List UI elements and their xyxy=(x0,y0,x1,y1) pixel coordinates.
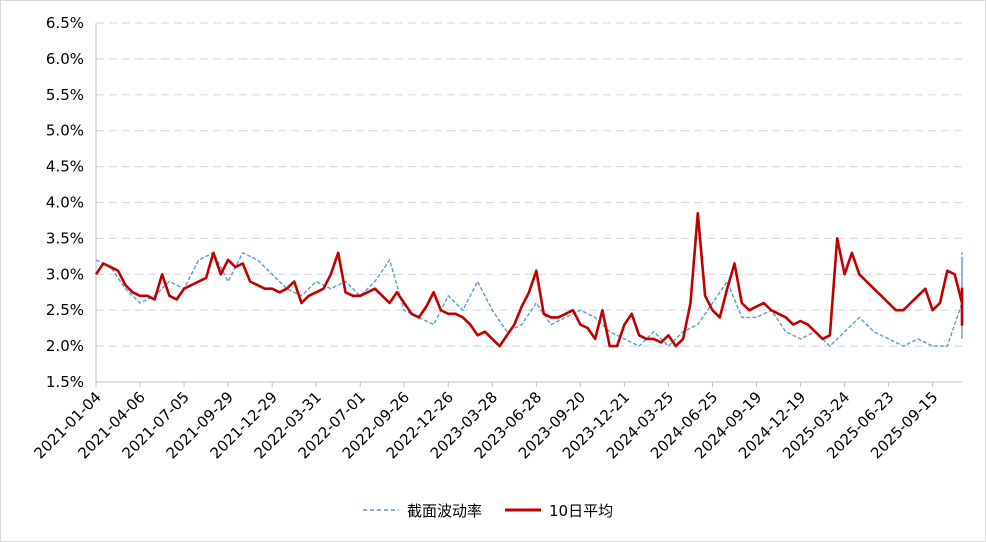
y-tick-label: 4.0% xyxy=(46,194,84,212)
y-tick-label: 3.5% xyxy=(46,229,84,247)
legend: 截面波动率 10日平均 xyxy=(363,502,613,520)
y-tick-label: 1.5% xyxy=(46,373,84,391)
gridlines xyxy=(96,22,962,347)
y-tick-label: 6.5% xyxy=(46,14,84,32)
y-tick-label: 3.0% xyxy=(46,265,84,283)
y-tick-label: 2.0% xyxy=(46,337,84,355)
legend-label-ma10: 10日平均 xyxy=(549,502,613,520)
y-tick-labels: 1.5% 2.0% 2.5% 3.0% 3.5% 4.0% 4.5% 5.0% 5.5% 6.0%… xyxy=(46,14,84,391)
series-group xyxy=(94,212,964,348)
y-tick-label: 2.5% xyxy=(46,301,84,319)
y-tick-label: 5.5% xyxy=(46,86,84,104)
y-tick-label: 6.0% xyxy=(46,50,84,68)
legend-label-dispersion: 截面波动率 xyxy=(407,502,482,520)
series-line-ma10 xyxy=(94,212,964,348)
y-tick-label: 5.0% xyxy=(46,122,84,140)
axes xyxy=(95,23,962,383)
y-tick-label: 4.5% xyxy=(46,158,84,176)
